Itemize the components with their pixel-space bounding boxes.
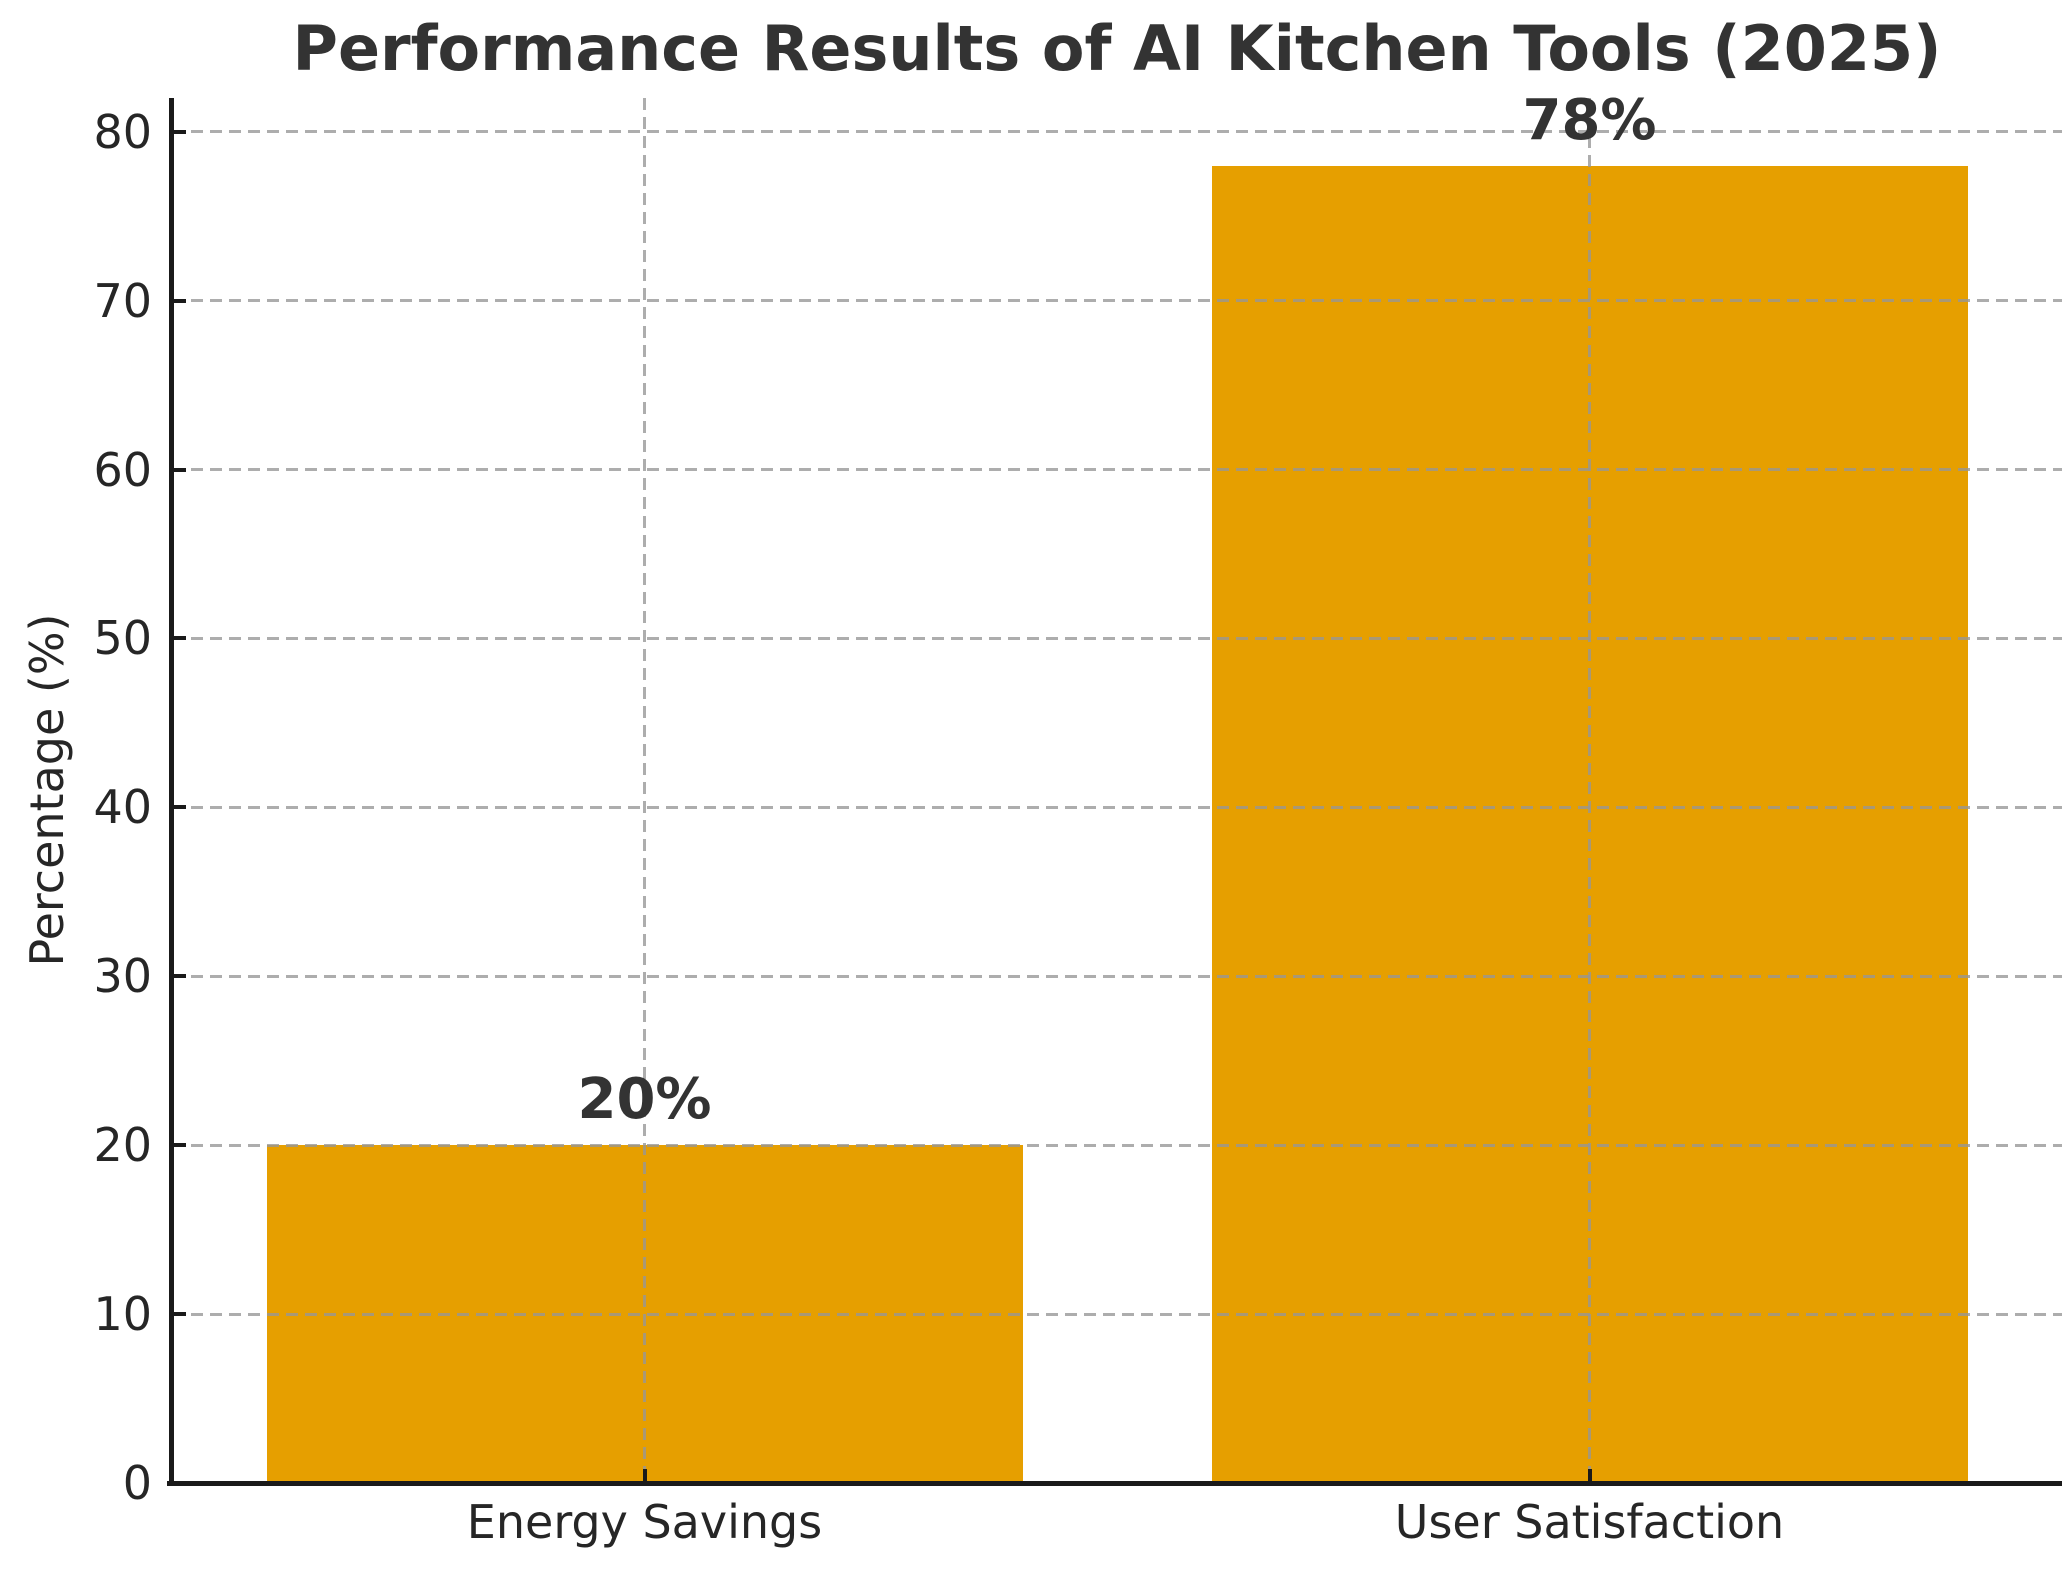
y-tick-mark-40 [172, 805, 186, 810]
value-label-energy-savings: 20% [577, 1067, 712, 1133]
h-gridline-70 [172, 299, 2062, 303]
h-gridline-10 [172, 1312, 2062, 1316]
chart-title: Performance Results of AI Kitchen Tools … [292, 12, 1942, 85]
h-gridline-20 [172, 1143, 2062, 1147]
v-gridline-user-satisfaction [1588, 98, 1591, 1483]
y-tick-label-50: 50 [93, 611, 152, 666]
y-tick-label-10: 10 [93, 1287, 152, 1342]
x-axis-spine [167, 1481, 2062, 1486]
y-axis-spine [169, 98, 174, 1486]
v-gridline-energy-savings [643, 98, 646, 1483]
y-tick-label-60: 60 [93, 442, 152, 497]
y-tick-mark-80 [172, 129, 186, 134]
x-tick-label-energy-savings: Energy Savings [466, 1495, 823, 1549]
y-tick-label-70: 70 [93, 273, 152, 328]
h-gridline-60 [172, 468, 2062, 472]
h-gridline-40 [172, 805, 2062, 809]
y-tick-label-30: 30 [93, 949, 152, 1004]
value-label-user-satisfaction: 78% [1522, 87, 1657, 153]
h-gridline-50 [172, 636, 2062, 640]
x-tick-mark-energy-savings [642, 1469, 647, 1483]
y-tick-mark-20 [172, 1143, 186, 1148]
x-tick-mark-user-satisfaction [1587, 1469, 1592, 1483]
x-tick-label-user-satisfaction: User Satisfaction [1394, 1495, 1785, 1549]
y-tick-label-20: 20 [93, 1118, 152, 1173]
y-tick-mark-30 [172, 974, 186, 979]
h-gridline-80 [172, 130, 2062, 134]
y-tick-mark-50 [172, 636, 186, 641]
y-tick-mark-10 [172, 1312, 186, 1317]
y-tick-label-40: 40 [93, 780, 152, 835]
y-tick-mark-70 [172, 298, 186, 303]
y-tick-label-0: 0 [122, 1456, 152, 1510]
y-tick-label-80: 80 [93, 104, 152, 159]
h-gridline-30 [172, 974, 2062, 978]
y-tick-mark-0 [172, 1481, 186, 1485]
y-tick-mark-60 [172, 467, 186, 472]
